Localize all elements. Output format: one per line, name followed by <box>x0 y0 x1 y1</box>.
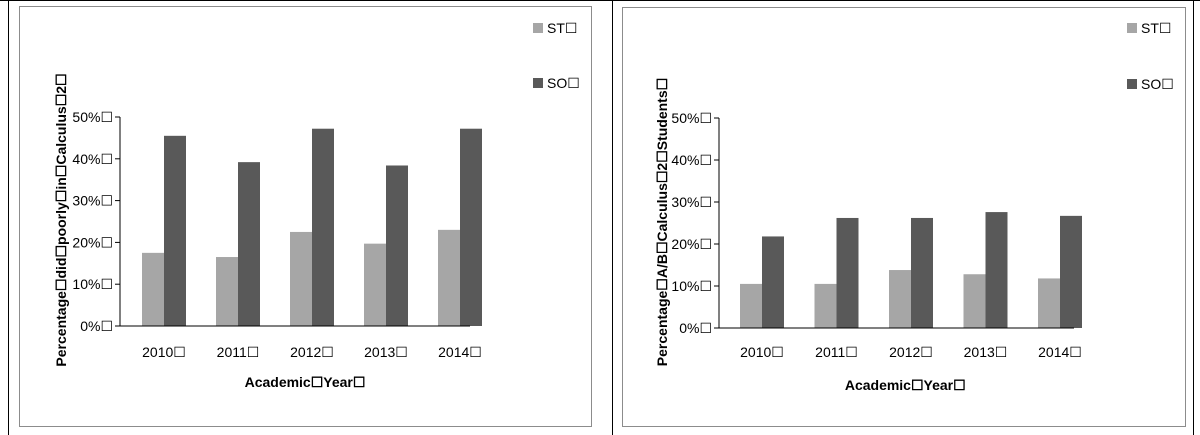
chart-poor-performance: 2010☐ 2011☐ 2012☐ 2013☐ 2014☐ 0%☐ 10%☐ 20%☐ 30%☐… <box>53 20 580 390</box>
x-axis-title: Academic☐Year☐ <box>845 377 966 393</box>
x-tick-label: 2012☐ <box>889 344 933 360</box>
x-tick-label: 2011☐ <box>815 344 858 360</box>
bar-st-1 <box>814 283 837 328</box>
y-tick-label: 20%☐ <box>671 236 712 252</box>
legend-label-so: SO☐ <box>547 75 580 91</box>
chart-ab-students: 2010☐ 2011☐ 2012☐ 2013☐ 2014☐ 0%☐ 10%☐ 20%☐ 30%☐… <box>654 20 1174 393</box>
y-tick-label: 40%☐ <box>72 151 113 167</box>
bar-so-0 <box>762 236 784 328</box>
y-tick-label: 50%☐ <box>671 110 712 126</box>
y-tick-label: 0%☐ <box>80 318 113 334</box>
y-axis-title: Percentage☐did☐poorly☐in☐Calculus☐2☐ <box>53 73 69 366</box>
bar-so-4 <box>1060 215 1082 328</box>
y-tick-label: 20%☐ <box>72 234 113 250</box>
y-tick-label: 10%☐ <box>671 278 712 294</box>
y-axis-title: Percentage☐A/B☐Calculus☐2☐Students☐ <box>654 78 670 366</box>
bar-so-2 <box>312 128 334 326</box>
bar-st-0 <box>740 283 762 328</box>
bar-so-2 <box>911 217 933 328</box>
bar-so-1 <box>238 162 260 326</box>
legend-label-so: SO☐ <box>1141 76 1174 92</box>
x-tick-label: 2012☐ <box>290 344 334 360</box>
bar-st-0 <box>142 252 164 326</box>
x-tick-label: 2014☐ <box>438 344 482 360</box>
bar-st-3 <box>963 274 986 328</box>
x-axis-title: Academic☐Year☐ <box>245 374 366 390</box>
x-tick-label: 2013☐ <box>964 344 1008 360</box>
bar-st-1 <box>216 257 238 326</box>
bar-so-4 <box>460 128 482 326</box>
bar-so-1 <box>836 217 859 328</box>
bar-st-2 <box>290 231 312 326</box>
chart-panel-right-border <box>622 7 1186 427</box>
legend-swatch-st <box>533 23 543 33</box>
legend-swatch-st <box>1127 23 1137 33</box>
bar-so-3 <box>985 212 1008 328</box>
y-tick-label: 30%☐ <box>72 193 113 209</box>
legend-swatch-so <box>1127 79 1137 89</box>
y-tick-label: 10%☐ <box>72 276 113 292</box>
bar-st-2 <box>889 270 911 328</box>
y-tick-label: 40%☐ <box>671 152 712 168</box>
x-tick-label: 2014☐ <box>1038 344 1082 360</box>
x-tick-label: 2011☐ <box>217 344 260 360</box>
x-tick-label: 2010☐ <box>740 344 784 360</box>
bar-st-4 <box>438 229 460 326</box>
y-tick-label: 30%☐ <box>671 194 712 210</box>
x-tick-label: 2010☐ <box>142 344 186 360</box>
bar-st-4 <box>1038 278 1060 328</box>
x-tick-label: 2013☐ <box>364 344 408 360</box>
chart-panel-left-border <box>19 6 592 427</box>
y-tick-label: 50%☐ <box>72 109 113 125</box>
legend-label-st: ST☐ <box>547 20 577 36</box>
bar-st-3 <box>364 243 386 326</box>
bar-so-0 <box>164 135 186 326</box>
legend-swatch-so <box>533 78 543 88</box>
legend-label-st: ST☐ <box>1141 20 1171 36</box>
bar-so-3 <box>386 165 408 326</box>
y-tick-label: 0%☐ <box>679 320 712 336</box>
